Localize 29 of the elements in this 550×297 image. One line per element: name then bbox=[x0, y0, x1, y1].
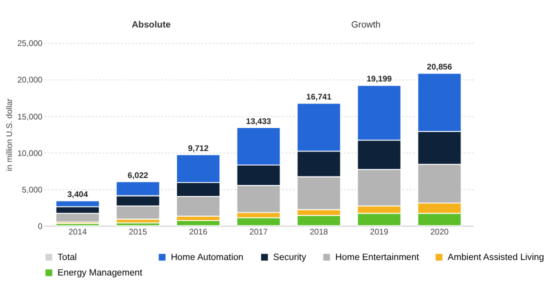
y-tick-label: 10,000 bbox=[17, 148, 43, 158]
y-axis-title: in million U.S. dollar bbox=[4, 98, 14, 172]
x-tick-label: 2014 bbox=[68, 227, 88, 236]
legend-label: Total bbox=[58, 252, 77, 262]
total-label: 20,856 bbox=[426, 62, 452, 72]
y-tick-label: 15,000 bbox=[17, 112, 43, 122]
x-tick-label: 2019 bbox=[370, 227, 389, 236]
y-tick-label: 20,000 bbox=[17, 76, 43, 85]
legend-label: Home Entertainment bbox=[335, 252, 420, 262]
total-label: 6,022 bbox=[128, 171, 149, 180]
legend-label: Home Automation bbox=[170, 252, 244, 262]
x-tick-label: 2017 bbox=[249, 227, 268, 236]
total-label: 3,404 bbox=[67, 190, 88, 200]
x-tick-label: 2015 bbox=[128, 227, 148, 236]
y-tick-label: 5,000 bbox=[22, 185, 43, 194]
y-tick-label: 0 bbox=[38, 222, 43, 231]
y-tick-label: 25,000 bbox=[17, 39, 43, 48]
x-tick-label: 2018 bbox=[310, 227, 328, 236]
legend-label: Security bbox=[273, 252, 307, 262]
total-label: 13,433 bbox=[246, 116, 272, 126]
text: Absolute bbox=[132, 19, 171, 30]
x-tick-label: 2020 bbox=[430, 227, 450, 236]
legend-label: Energy Management bbox=[58, 267, 143, 278]
total-label: 19,199 bbox=[366, 74, 392, 84]
text: Growth bbox=[351, 19, 381, 30]
x-tick-label: 2016 bbox=[189, 227, 208, 236]
legend-label: Ambient Assisted Living bbox=[448, 252, 544, 262]
total-label: 16,741 bbox=[306, 92, 332, 102]
total-label: 9,712 bbox=[188, 144, 209, 154]
